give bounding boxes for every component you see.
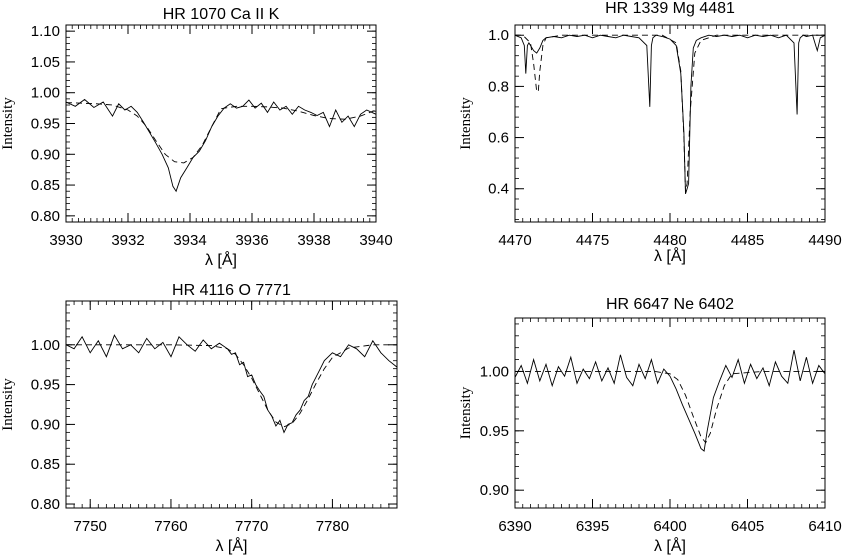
model-profile-line	[66, 102, 376, 164]
x-tick-label: 4490	[808, 232, 841, 249]
chart-title: HR 1339 Mg 4481	[605, 0, 735, 17]
model-profile-line	[515, 34, 825, 192]
chart-title: HR 6647 Ne 6402	[606, 296, 734, 313]
y-tick-label: 0.90	[31, 416, 60, 433]
chart-title: HR 1070 Ca II K	[163, 6, 280, 23]
x-tick-label: 3940	[359, 232, 392, 249]
x-tick-label: 7780	[316, 518, 349, 535]
y-axis-label: Intensity	[0, 97, 16, 150]
x-tick-label: 6395	[576, 518, 609, 535]
y-tick-label: 0.90	[31, 146, 60, 163]
chart-panel-2: HR 1339 Mg 4481 λ [Å] Intensity 4470 4475 448…	[458, 0, 842, 265]
x-tick-label: 3934	[173, 232, 206, 249]
y-tick-label: 0.85	[31, 456, 60, 473]
observed-spectrum-line	[515, 34, 825, 195]
plot-frame	[514, 24, 826, 223]
observed-spectrum-line	[66, 98, 376, 193]
y-axis-label: Intensity	[458, 386, 474, 439]
y-tick-label: 0.90	[480, 482, 509, 499]
plot-frame	[65, 300, 398, 509]
y-tick-label: 0.95	[31, 116, 60, 133]
x-axis-label: λ [Å]	[205, 250, 237, 269]
y-tick-label: 1.05	[31, 54, 60, 71]
x-tick-label: 4470	[498, 232, 531, 249]
x-axis-label: λ [Å]	[654, 246, 686, 265]
x-tick-label: 3936	[235, 232, 268, 249]
y-tick-label: 0.95	[31, 377, 60, 394]
y-tick-label: 0.80	[31, 208, 60, 225]
x-tick-label: 6410	[808, 518, 841, 535]
x-tick-label: 3932	[111, 232, 144, 249]
x-tick-label: 3930	[49, 232, 82, 249]
plot-frame	[514, 317, 826, 509]
y-tick-label: 1.0	[488, 27, 509, 44]
x-axis-label: λ [Å]	[215, 536, 247, 555]
y-tick-label: 1.10	[31, 23, 60, 40]
observed-spectrum-line	[515, 350, 825, 452]
x-tick-label: 7760	[154, 518, 187, 535]
x-tick-label: 7770	[235, 518, 268, 535]
model-profile-line	[66, 344, 397, 428]
chart-panel-1: HR 1070 Ca II K λ [Å] Intensity 3930 3932 393…	[0, 6, 393, 269]
y-axis-label: Intensity	[0, 378, 16, 431]
plot-frame	[65, 24, 377, 223]
y-tick-label: 0.8	[488, 78, 509, 95]
y-tick-label: 0.95	[480, 423, 509, 440]
chart-panel-3: HR 4116 O 7771 λ [Å] Intensity 7750 7760 7770…	[0, 282, 398, 555]
x-tick-label: 3938	[297, 232, 330, 249]
y-tick-label: 1.00	[480, 363, 509, 380]
y-tick-label: 1.00	[31, 85, 60, 102]
x-tick-label: 4485	[731, 232, 764, 249]
y-tick-label: 0.80	[31, 496, 60, 513]
x-axis-label: λ [Å]	[654, 536, 686, 555]
model-profile-line	[515, 370, 825, 444]
x-tick-label: 4475	[576, 232, 609, 249]
x-tick-label: 7750	[74, 518, 107, 535]
x-tick-label: 6400	[653, 518, 686, 535]
chart-panel-4: HR 6647 Ne 6402 λ [Å] Intensity 6390 6395 640…	[458, 296, 842, 555]
y-axis-label: Intensity	[458, 97, 474, 150]
y-tick-label: 0.4	[488, 181, 509, 198]
observed-spectrum-line	[66, 334, 397, 434]
y-tick-label: 0.85	[31, 177, 60, 194]
chart-title: HR 4116 O 7771	[172, 282, 291, 299]
x-tick-label: 6405	[731, 518, 764, 535]
y-tick-label: 0.6	[488, 130, 509, 147]
y-tick-label: 1.00	[31, 337, 60, 354]
x-tick-label: 4480	[653, 232, 686, 249]
x-tick-label: 6390	[498, 518, 531, 535]
